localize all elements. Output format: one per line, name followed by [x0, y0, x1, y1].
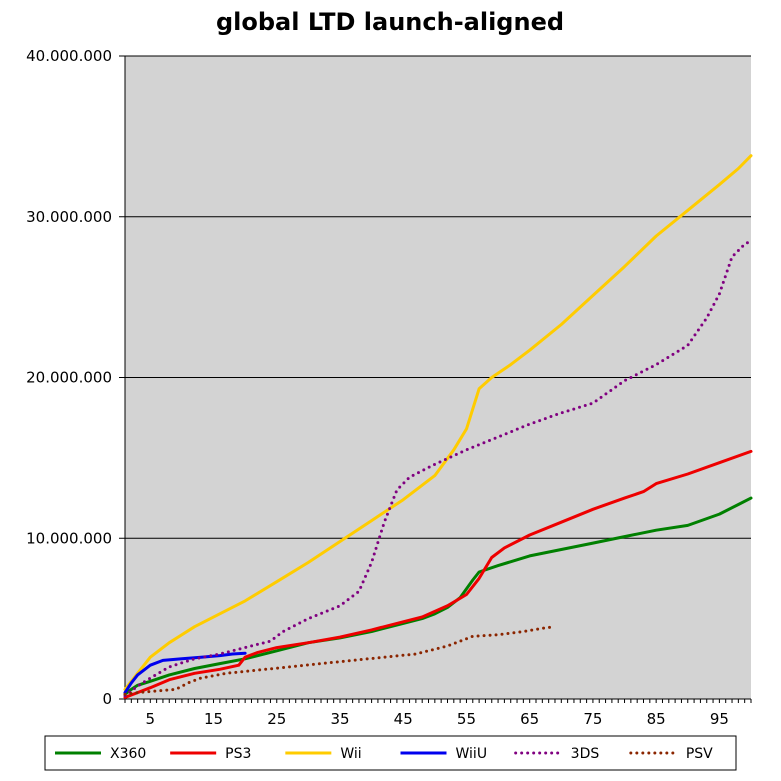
y-tick-label: 30.000.000 — [26, 208, 112, 226]
series-line-x360 — [123, 496, 753, 696]
x-tick-label: 35 — [330, 710, 349, 728]
x-tick-label: 15 — [204, 710, 223, 728]
legend-label-wii: Wii — [340, 746, 361, 762]
legend-label-ps3: PS3 — [225, 746, 251, 762]
x-tick-label: 45 — [394, 710, 413, 728]
y-tick-label: 20.000.000 — [26, 369, 112, 387]
legend-label-psv: PSV — [686, 746, 713, 762]
legend-label-wiiu: WiiU — [456, 746, 488, 762]
legend-label-x360: X360 — [110, 746, 146, 762]
legend-label-3ds: 3DS — [571, 746, 600, 762]
chart-title: global LTD launch-aligned — [216, 8, 564, 36]
series-line-wii — [123, 154, 753, 691]
series-line-wiiu — [123, 651, 247, 695]
x-tick-label: 65 — [520, 710, 539, 728]
x-tick-label: 5 — [146, 710, 156, 728]
plot-area: 0 10.000.000 20.000.000 30.000.000 40.000.00… — [26, 47, 752, 728]
y-tick-label: 40.000.000 — [26, 47, 112, 65]
x-tick-label: 85 — [647, 710, 666, 728]
legend-box — [44, 735, 737, 771]
y-tick-label: 10.000.000 — [26, 529, 112, 547]
x-tick-label: 25 — [267, 710, 286, 728]
y-tick-label: 0 — [102, 690, 112, 708]
series-layer — [123, 154, 753, 699]
x-tick-label: 55 — [457, 710, 476, 728]
legend: X360 PS3 Wii WiiU 3DS PSV — [44, 735, 737, 771]
x-tick-label: 95 — [710, 710, 729, 728]
series-line-3ds — [123, 239, 753, 698]
x-tick-label: 75 — [583, 710, 602, 728]
series-line-ps3 — [123, 449, 753, 699]
